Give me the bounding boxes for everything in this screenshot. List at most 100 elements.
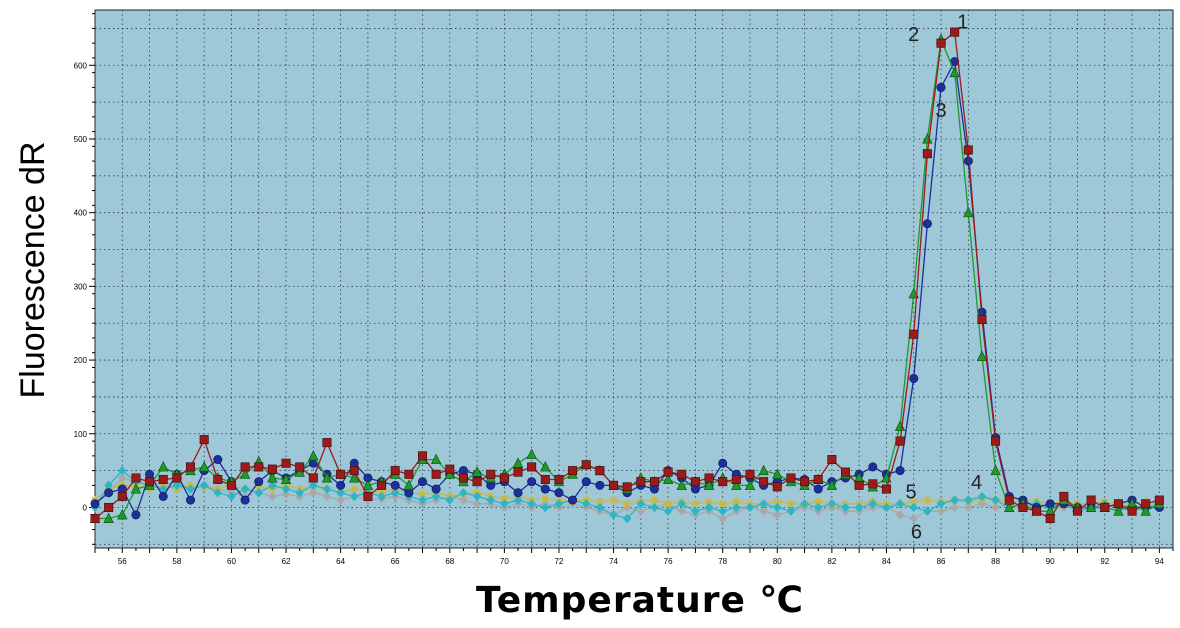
data-point xyxy=(349,472,360,483)
data-point xyxy=(718,458,728,468)
data-point xyxy=(691,506,700,516)
data-point xyxy=(1141,499,1151,509)
data-point xyxy=(418,490,427,499)
data-point xyxy=(813,474,823,484)
data-point xyxy=(213,455,223,465)
data-point xyxy=(622,499,632,508)
data-point xyxy=(868,462,878,472)
data-point xyxy=(486,495,495,505)
data-point xyxy=(649,477,659,487)
data-point xyxy=(786,499,796,508)
data-point xyxy=(322,438,332,448)
data-point xyxy=(281,489,291,499)
data-point xyxy=(772,482,782,492)
data-point xyxy=(582,499,591,509)
data-point xyxy=(471,466,483,477)
data-point xyxy=(417,451,427,461)
data-point xyxy=(991,436,1001,446)
data-point xyxy=(691,499,700,508)
data-point xyxy=(308,473,318,483)
data-point xyxy=(977,315,987,325)
plot-area xyxy=(94,9,1174,549)
data-point xyxy=(213,488,223,498)
x-tick-label: 86 xyxy=(937,557,946,566)
data-point xyxy=(622,513,632,524)
data-point xyxy=(882,502,891,513)
data-point xyxy=(854,502,864,513)
data-point xyxy=(813,484,823,494)
data-point xyxy=(1032,506,1042,516)
data-point xyxy=(909,502,918,513)
curve-label: 1 xyxy=(957,11,968,33)
data-point xyxy=(363,491,373,501)
data-point xyxy=(104,488,114,498)
data-point xyxy=(622,482,632,492)
data-point xyxy=(281,458,291,468)
data-point xyxy=(676,479,687,490)
x-tick-label: 84 xyxy=(882,557,891,566)
data-point xyxy=(158,474,168,484)
curve-label: 6 xyxy=(911,521,922,543)
data-point xyxy=(418,495,427,505)
data-point xyxy=(226,480,236,490)
data-point xyxy=(104,480,113,491)
data-point xyxy=(513,495,523,505)
data-point xyxy=(336,469,346,479)
data-point xyxy=(172,480,182,491)
data-point xyxy=(336,488,345,498)
data-point xyxy=(431,491,441,502)
data-point xyxy=(718,506,727,516)
data-point xyxy=(636,506,646,516)
data-point xyxy=(800,499,809,509)
data-point xyxy=(950,27,960,37)
data-point xyxy=(321,472,333,483)
data-point xyxy=(1004,501,1015,512)
data-point xyxy=(595,480,605,490)
data-point xyxy=(923,495,932,505)
data-point xyxy=(240,462,250,472)
data-point xyxy=(718,513,727,524)
curve-label: 2 xyxy=(908,24,919,46)
data-point xyxy=(131,473,141,483)
data-point xyxy=(268,480,277,491)
data-point xyxy=(322,484,332,494)
data-point xyxy=(595,497,605,506)
data-point xyxy=(499,473,509,483)
x-axis-label: Temperature ℃ xyxy=(476,580,804,621)
data-point xyxy=(773,510,782,520)
data-point xyxy=(650,502,659,513)
data-point xyxy=(1100,502,1110,512)
data-point xyxy=(663,506,673,516)
data-point xyxy=(294,466,305,477)
x-tick-label: 94 xyxy=(1155,557,1164,566)
data-point xyxy=(430,453,442,465)
y-tick-label: 400 xyxy=(74,209,88,218)
data-point xyxy=(186,484,195,494)
x-tick-label: 80 xyxy=(773,557,782,566)
data-point xyxy=(909,497,918,506)
data-point xyxy=(240,495,250,505)
data-point xyxy=(254,488,263,498)
data-point xyxy=(609,510,618,520)
data-point xyxy=(814,497,823,506)
data-point xyxy=(759,477,769,487)
data-point xyxy=(677,469,687,479)
data-point xyxy=(854,480,864,490)
data-point xyxy=(718,499,727,508)
data-point xyxy=(103,512,114,524)
data-point xyxy=(786,473,796,483)
data-point xyxy=(895,510,905,520)
data-point xyxy=(526,448,537,459)
data-point xyxy=(254,462,264,472)
data-point xyxy=(745,502,755,513)
data-point xyxy=(786,506,796,516)
data-point xyxy=(336,480,346,490)
data-point xyxy=(186,495,196,505)
x-tick-label: 64 xyxy=(336,557,345,566)
data-point xyxy=(936,38,946,48)
data-point xyxy=(964,502,973,513)
data-point xyxy=(540,474,550,484)
x-tick-label: 60 xyxy=(227,557,236,566)
data-point xyxy=(868,499,877,509)
data-point xyxy=(240,484,250,494)
